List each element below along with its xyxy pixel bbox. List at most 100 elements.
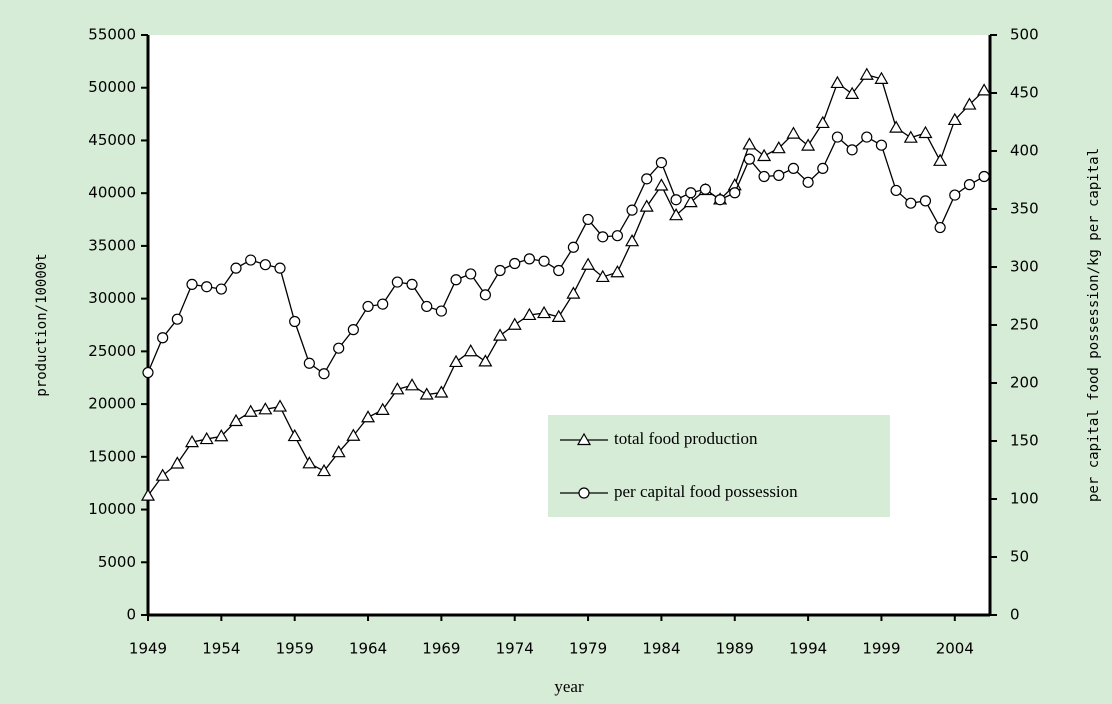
y-tick-label: 30000 — [88, 289, 136, 307]
circle-marker — [949, 189, 961, 201]
y2-axis-label: per capital food possession/kg per capit… — [1086, 148, 1102, 502]
y2-tick-label: 250 — [1010, 316, 1039, 334]
x-tick-label: 1984 — [642, 640, 680, 658]
circle-marker — [553, 264, 565, 277]
legend-box — [548, 415, 890, 517]
circle-marker — [347, 324, 359, 336]
y2-tick-label: 100 — [1010, 490, 1039, 508]
plot-area — [148, 35, 990, 615]
triangle-marker — [493, 328, 508, 341]
triangle-marker — [155, 468, 170, 481]
y-tick-label: 10000 — [88, 500, 136, 518]
circle-marker — [670, 194, 682, 206]
circle-marker — [362, 300, 374, 313]
triangle-marker — [302, 456, 317, 469]
circle-marker — [406, 278, 418, 290]
triangle-marker — [228, 413, 244, 427]
triangle-marker — [140, 488, 156, 501]
y2-tick-label: 500 — [1010, 26, 1039, 44]
circle-marker — [729, 187, 741, 199]
triangle-marker — [830, 75, 845, 89]
triangle-marker — [757, 148, 772, 162]
y2-tick-label: 300 — [1010, 258, 1039, 276]
triangle-marker — [405, 378, 420, 391]
triangle-marker — [801, 138, 816, 151]
triangle-marker — [346, 428, 361, 441]
circle-marker — [538, 255, 550, 267]
triangle-marker — [507, 317, 522, 330]
circle-marker — [802, 176, 814, 188]
circle-marker — [919, 195, 932, 207]
triangle-marker — [419, 387, 434, 400]
circle-marker — [743, 153, 756, 165]
y-tick-label: 55000 — [88, 26, 136, 44]
circle-marker — [641, 173, 653, 185]
triangle-marker — [625, 233, 640, 247]
triangle-marker — [610, 265, 625, 278]
x-tick-label: 2004 — [936, 640, 974, 658]
triangle-marker — [595, 269, 610, 283]
triangle-marker — [639, 199, 654, 212]
triangle-marker — [478, 354, 493, 367]
circle-marker — [567, 241, 580, 253]
circle-marker — [391, 276, 403, 288]
circle-marker — [333, 342, 345, 354]
y2-tick-label: 50 — [1010, 548, 1029, 566]
y-tick-label: 45000 — [88, 131, 136, 149]
circle-marker — [787, 162, 800, 174]
circle-marker — [773, 169, 785, 181]
circle-marker — [963, 179, 976, 191]
circle-marker — [611, 230, 624, 242]
triangle-marker — [199, 431, 214, 445]
y-tick-label: 0 — [126, 606, 136, 624]
triangle-marker — [170, 456, 185, 469]
circle-marker — [758, 170, 770, 183]
triangle-marker — [903, 130, 918, 143]
triangle-marker — [463, 344, 478, 357]
triangle-marker — [654, 178, 669, 191]
triangle-marker — [918, 125, 933, 139]
circle-marker — [846, 144, 858, 156]
x-tick-label: 1994 — [789, 640, 827, 658]
series-line — [147, 136, 985, 375]
triangle-marker — [522, 307, 537, 321]
y2-tick-label: 450 — [1010, 84, 1039, 102]
y2-tick-label: 350 — [1010, 200, 1039, 218]
circle-marker — [494, 264, 506, 277]
y-tick-label: 35000 — [88, 236, 136, 254]
circle-marker — [479, 289, 491, 301]
legend-label: per capital food possession — [614, 482, 798, 501]
x-axis-label: year — [554, 677, 584, 696]
circle-marker — [626, 204, 638, 216]
triangle-marker — [771, 140, 786, 154]
y2-tick-label: 0 — [1010, 606, 1020, 624]
circle-marker — [259, 259, 271, 271]
x-tick-label: 1974 — [496, 640, 534, 658]
y2-tick-label: 150 — [1010, 432, 1039, 450]
circle-marker — [978, 170, 990, 183]
circle-marker — [861, 131, 873, 143]
triangle-marker — [669, 208, 684, 221]
circle-marker — [890, 184, 902, 197]
circle-marker — [230, 262, 242, 274]
triangle-marker — [258, 402, 273, 415]
x-tick-label: 1989 — [716, 640, 754, 658]
triangle-marker — [361, 410, 376, 423]
triangle-marker — [576, 432, 592, 446]
y-axis-label: production/10000t — [34, 253, 50, 396]
triangle-marker — [845, 86, 860, 99]
triangle-marker — [537, 305, 552, 319]
triangle-marker — [977, 83, 992, 96]
circle-marker — [157, 332, 169, 344]
circle-marker — [685, 187, 697, 199]
triangle-marker — [316, 463, 332, 477]
circle-marker — [831, 131, 844, 143]
triangle-marker — [449, 354, 464, 368]
circle-marker — [435, 305, 447, 317]
circle-marker — [201, 281, 213, 293]
y-tick-label: 40000 — [88, 184, 136, 202]
triangle-marker — [889, 120, 904, 133]
triangle-marker — [287, 428, 302, 442]
legend-label: total food production — [614, 429, 758, 448]
